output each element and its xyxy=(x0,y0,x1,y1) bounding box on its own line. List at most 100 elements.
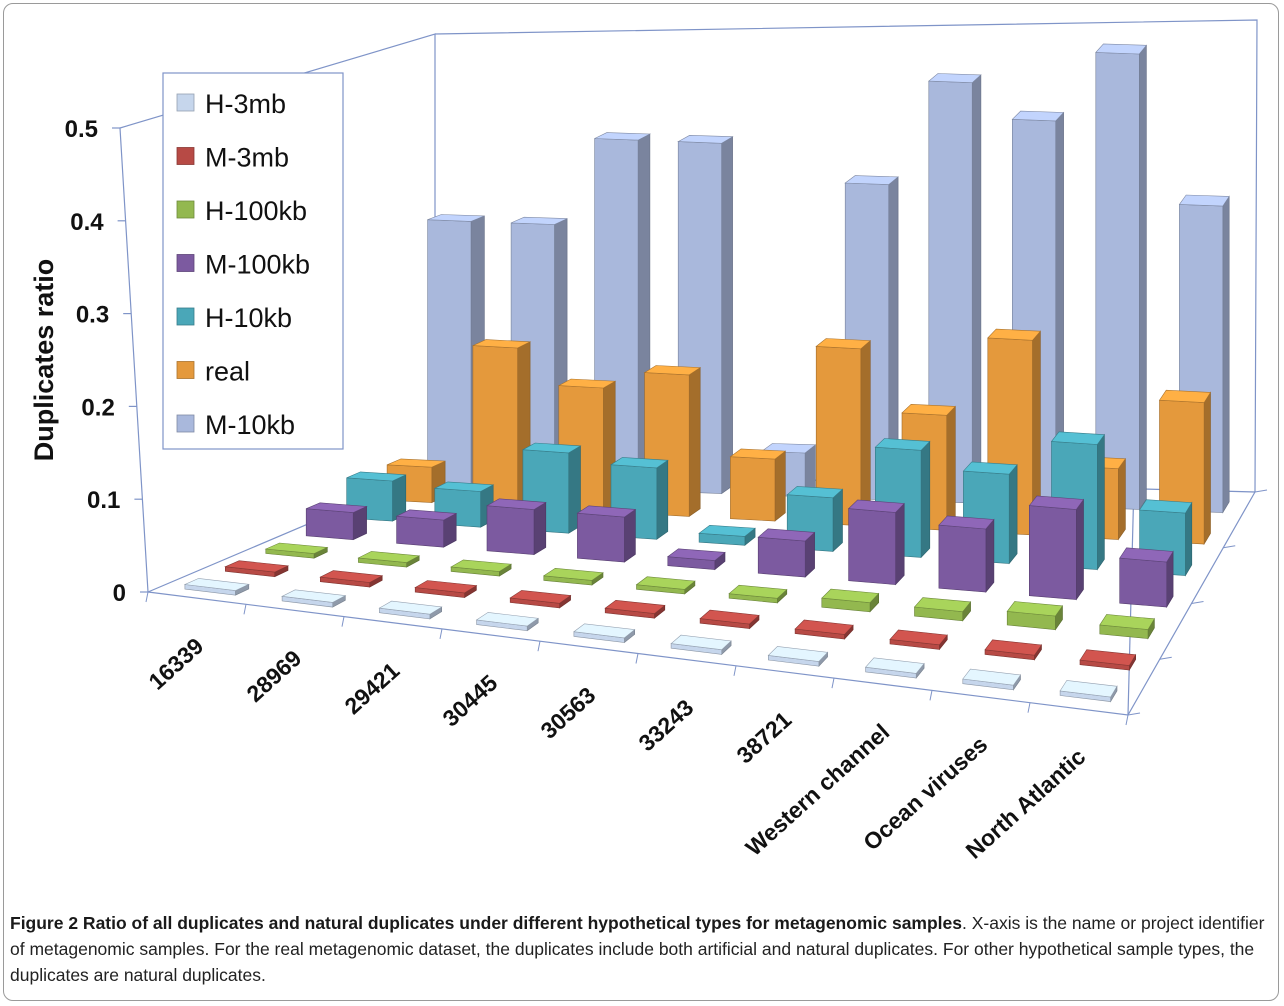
bar-M-100kb-Ocean viruses xyxy=(1028,495,1085,601)
bar-front xyxy=(396,515,444,548)
bar-front xyxy=(1119,557,1167,608)
bar-M-3mb-33243 xyxy=(699,609,760,630)
bar-top xyxy=(395,509,458,521)
bar-H-100kb-Ocean viruses xyxy=(1006,601,1064,631)
bar-top xyxy=(938,515,995,530)
bar-top xyxy=(962,461,1018,475)
depth-tick xyxy=(1159,656,1172,660)
legend-label: M-10kb xyxy=(205,410,295,440)
bar-front xyxy=(1029,505,1077,600)
bar-M-3mb-North Atlantic xyxy=(1079,649,1137,672)
legend-label: H-10kb xyxy=(205,303,292,333)
category-tick xyxy=(537,641,541,652)
bar-side xyxy=(971,74,982,504)
bar-top xyxy=(281,589,347,603)
bar-side xyxy=(832,488,843,553)
depth-tick xyxy=(1127,712,1141,716)
bar-M-100kb-30563 xyxy=(666,548,726,571)
bar-top xyxy=(521,442,582,454)
category-tick xyxy=(929,690,933,701)
category-tick xyxy=(1125,714,1129,726)
bar-top xyxy=(414,580,478,594)
bar-front xyxy=(305,508,354,541)
bar-side xyxy=(1118,457,1126,541)
bar-H-3mb-28969 xyxy=(281,589,347,608)
chart-3d-bar: 0 0.1 0.2 0.3 0.4 0.5 Duplicates ratio 16339 28… xyxy=(29,19,1268,864)
category-tick xyxy=(733,665,737,676)
depth-tick xyxy=(1254,489,1268,493)
bar-top xyxy=(1050,431,1105,445)
bar-M-3mb-38721 xyxy=(794,619,854,640)
bar-top xyxy=(984,639,1043,656)
bar-top xyxy=(509,590,572,604)
bar-real-30445 xyxy=(643,365,702,517)
y-tick-label: 0 xyxy=(113,580,126,607)
bar-top xyxy=(594,132,652,141)
bar-top xyxy=(864,657,925,674)
bar-H-100kb-38721 xyxy=(821,588,880,613)
bar-top xyxy=(815,338,872,350)
bar-H-100kb-29421 xyxy=(450,559,513,577)
bar-top xyxy=(1006,601,1064,617)
bar-top xyxy=(450,559,513,572)
bar-top xyxy=(604,599,666,614)
bar-top xyxy=(1119,547,1174,563)
bar-front xyxy=(577,512,625,563)
bar-top xyxy=(510,216,568,225)
bar-side xyxy=(1185,501,1193,577)
bar-top xyxy=(901,403,956,416)
caption-title: Figure 2 Ratio of all duplicates and nat… xyxy=(10,913,962,933)
category-tick xyxy=(831,678,835,689)
bar-top xyxy=(729,448,787,460)
legend-label: H-3mb xyxy=(205,89,286,119)
bar-top xyxy=(1178,194,1230,207)
bar-top xyxy=(767,646,829,662)
depth-tick xyxy=(1191,601,1204,604)
bar-top xyxy=(844,175,899,185)
x-tick-label: 33243 xyxy=(633,694,698,756)
bar-H-3mb-29421 xyxy=(378,600,443,620)
category-tick xyxy=(1027,702,1031,713)
bar-top xyxy=(306,502,368,513)
bar-side xyxy=(721,136,733,495)
bar-top xyxy=(821,588,880,604)
bar-H-10kb-30563 xyxy=(698,524,756,546)
bar-side xyxy=(895,502,905,586)
bar-top xyxy=(1011,110,1065,122)
legend-swatch xyxy=(176,361,195,379)
bar-side xyxy=(860,339,871,527)
bar-H-100kb-33243 xyxy=(728,584,788,604)
bar-top xyxy=(677,134,734,144)
y-tick-label: 0.1 xyxy=(87,487,120,514)
bar-H-100kb-Western channel xyxy=(913,597,972,622)
bar-M-3mb-Ocean viruses xyxy=(984,639,1043,661)
category-tick xyxy=(635,653,639,664)
bar-top xyxy=(786,486,844,499)
bar-side xyxy=(1008,463,1018,565)
bar-top xyxy=(427,214,485,222)
bar-H-100kb-16339 xyxy=(264,542,329,559)
bar-top xyxy=(264,542,329,554)
legend: H-3mb M-3mb H-100kb M-100kb H-10kb real M-10kb xyxy=(162,72,344,450)
bar-M-3mb-Western channel xyxy=(889,629,948,651)
bar-side xyxy=(624,508,636,563)
bar-H-100kb-30563 xyxy=(635,576,696,595)
bar-front xyxy=(848,508,896,585)
bar-M-100kb-16339 xyxy=(305,502,368,541)
bar-top xyxy=(670,634,732,651)
figure-caption: Figure 2 Ratio of all duplicates and nat… xyxy=(10,910,1272,988)
bar-real-28969 xyxy=(472,339,532,508)
y-tick-label: 0.5 xyxy=(65,116,98,143)
bar-M-100kb-29421 xyxy=(486,498,547,556)
y-axis: 0 0.1 0.2 0.3 0.4 0.5 Duplicates ratio xyxy=(29,116,148,607)
bar-top xyxy=(1099,614,1155,630)
bar-top xyxy=(472,339,532,349)
bar-top xyxy=(610,457,669,469)
bar-front xyxy=(730,456,776,522)
bar-H-10kb-Western channel xyxy=(962,461,1018,565)
bar-top xyxy=(346,471,406,482)
back-wall-outline xyxy=(434,19,1258,493)
bar-top xyxy=(576,505,637,518)
bar-side xyxy=(533,501,547,556)
bar-top xyxy=(1059,680,1118,698)
